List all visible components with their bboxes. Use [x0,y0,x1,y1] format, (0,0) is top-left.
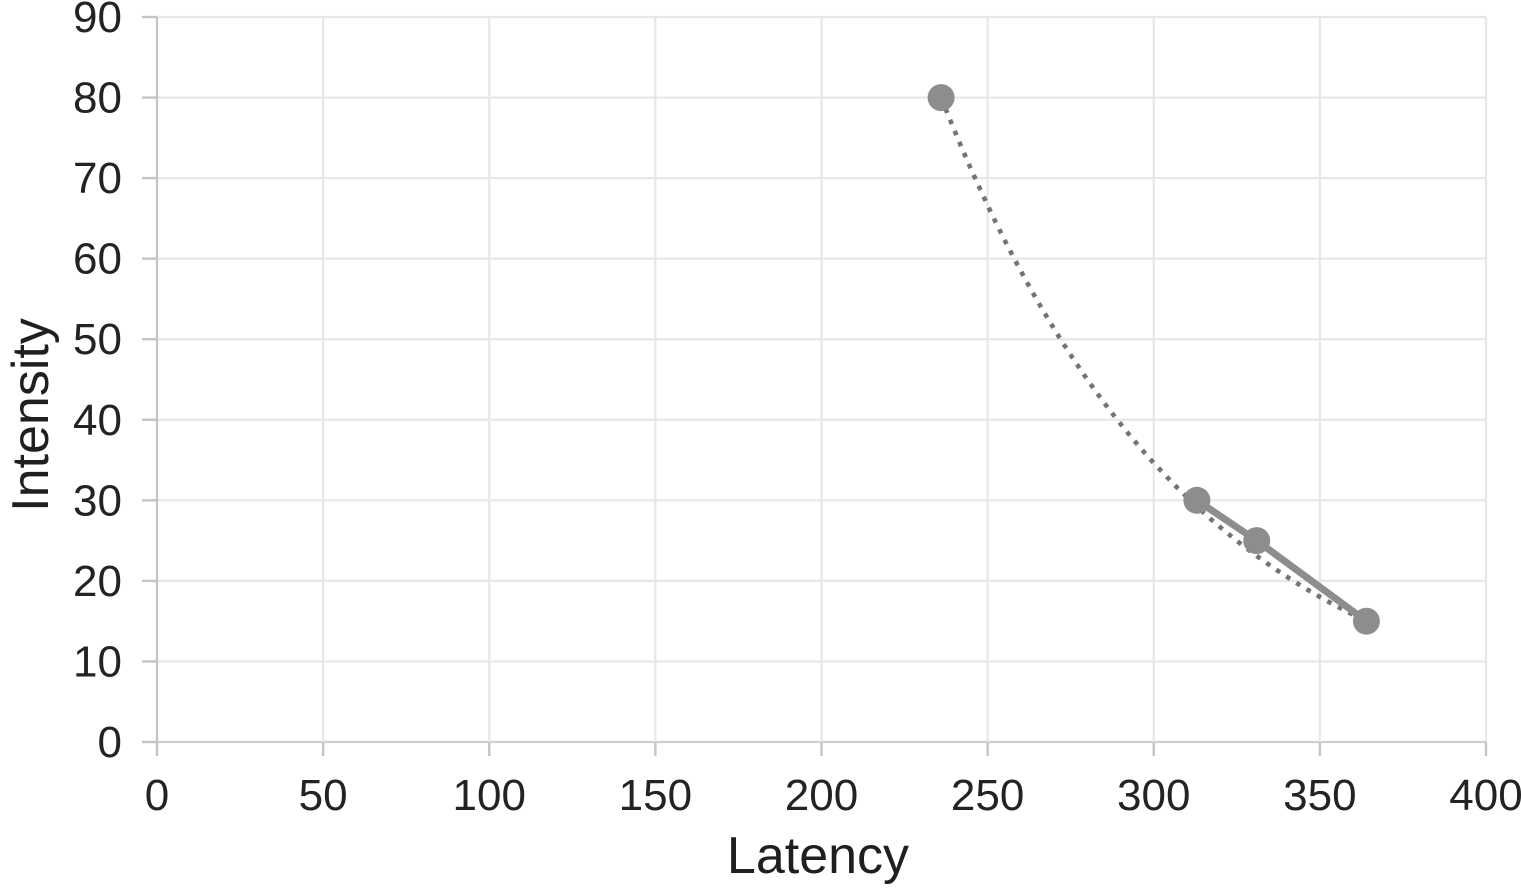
x-axis-title: Latency [727,827,909,885]
data-series [927,84,1380,635]
axis-ticks [142,15,1488,756]
y-tick-label: 60 [73,235,122,284]
y-tick-label: 20 [73,557,122,606]
trendline-dotted-curve [938,96,1366,623]
tick-labels: 0 10 20 30 40 50 60 70 80 90 0 50 100 150 200 250 300 350… [73,0,1521,820]
y-axis-title: Intensity [2,318,60,512]
x-tick-label: 350 [1283,771,1356,820]
y-tick-label: 70 [73,154,122,203]
data-point-marker [1243,527,1271,555]
y-tick-label: 80 [73,74,122,123]
x-tick-label: 200 [785,771,858,820]
y-tick-label: 0 [98,718,122,767]
x-tick-label: 250 [951,771,1024,820]
y-tick-label: 30 [73,476,122,525]
data-point-marker [1183,486,1211,514]
x-tick-label: 150 [619,771,692,820]
y-tick-label: 50 [73,315,122,364]
gridlines [155,15,1488,744]
y-tick-label: 40 [73,396,122,445]
x-tick-label: 50 [299,771,348,820]
x-tick-label: 300 [1117,771,1190,820]
x-tick-label: 400 [1449,771,1521,820]
y-tick-label: 90 [73,0,122,42]
data-point-marker [927,84,955,112]
y-tick-label: 10 [73,637,122,686]
data-point-marker [1352,607,1380,635]
x-tick-label: 0 [145,771,169,820]
x-tick-label: 100 [453,771,526,820]
series-solid-line [1193,496,1370,625]
